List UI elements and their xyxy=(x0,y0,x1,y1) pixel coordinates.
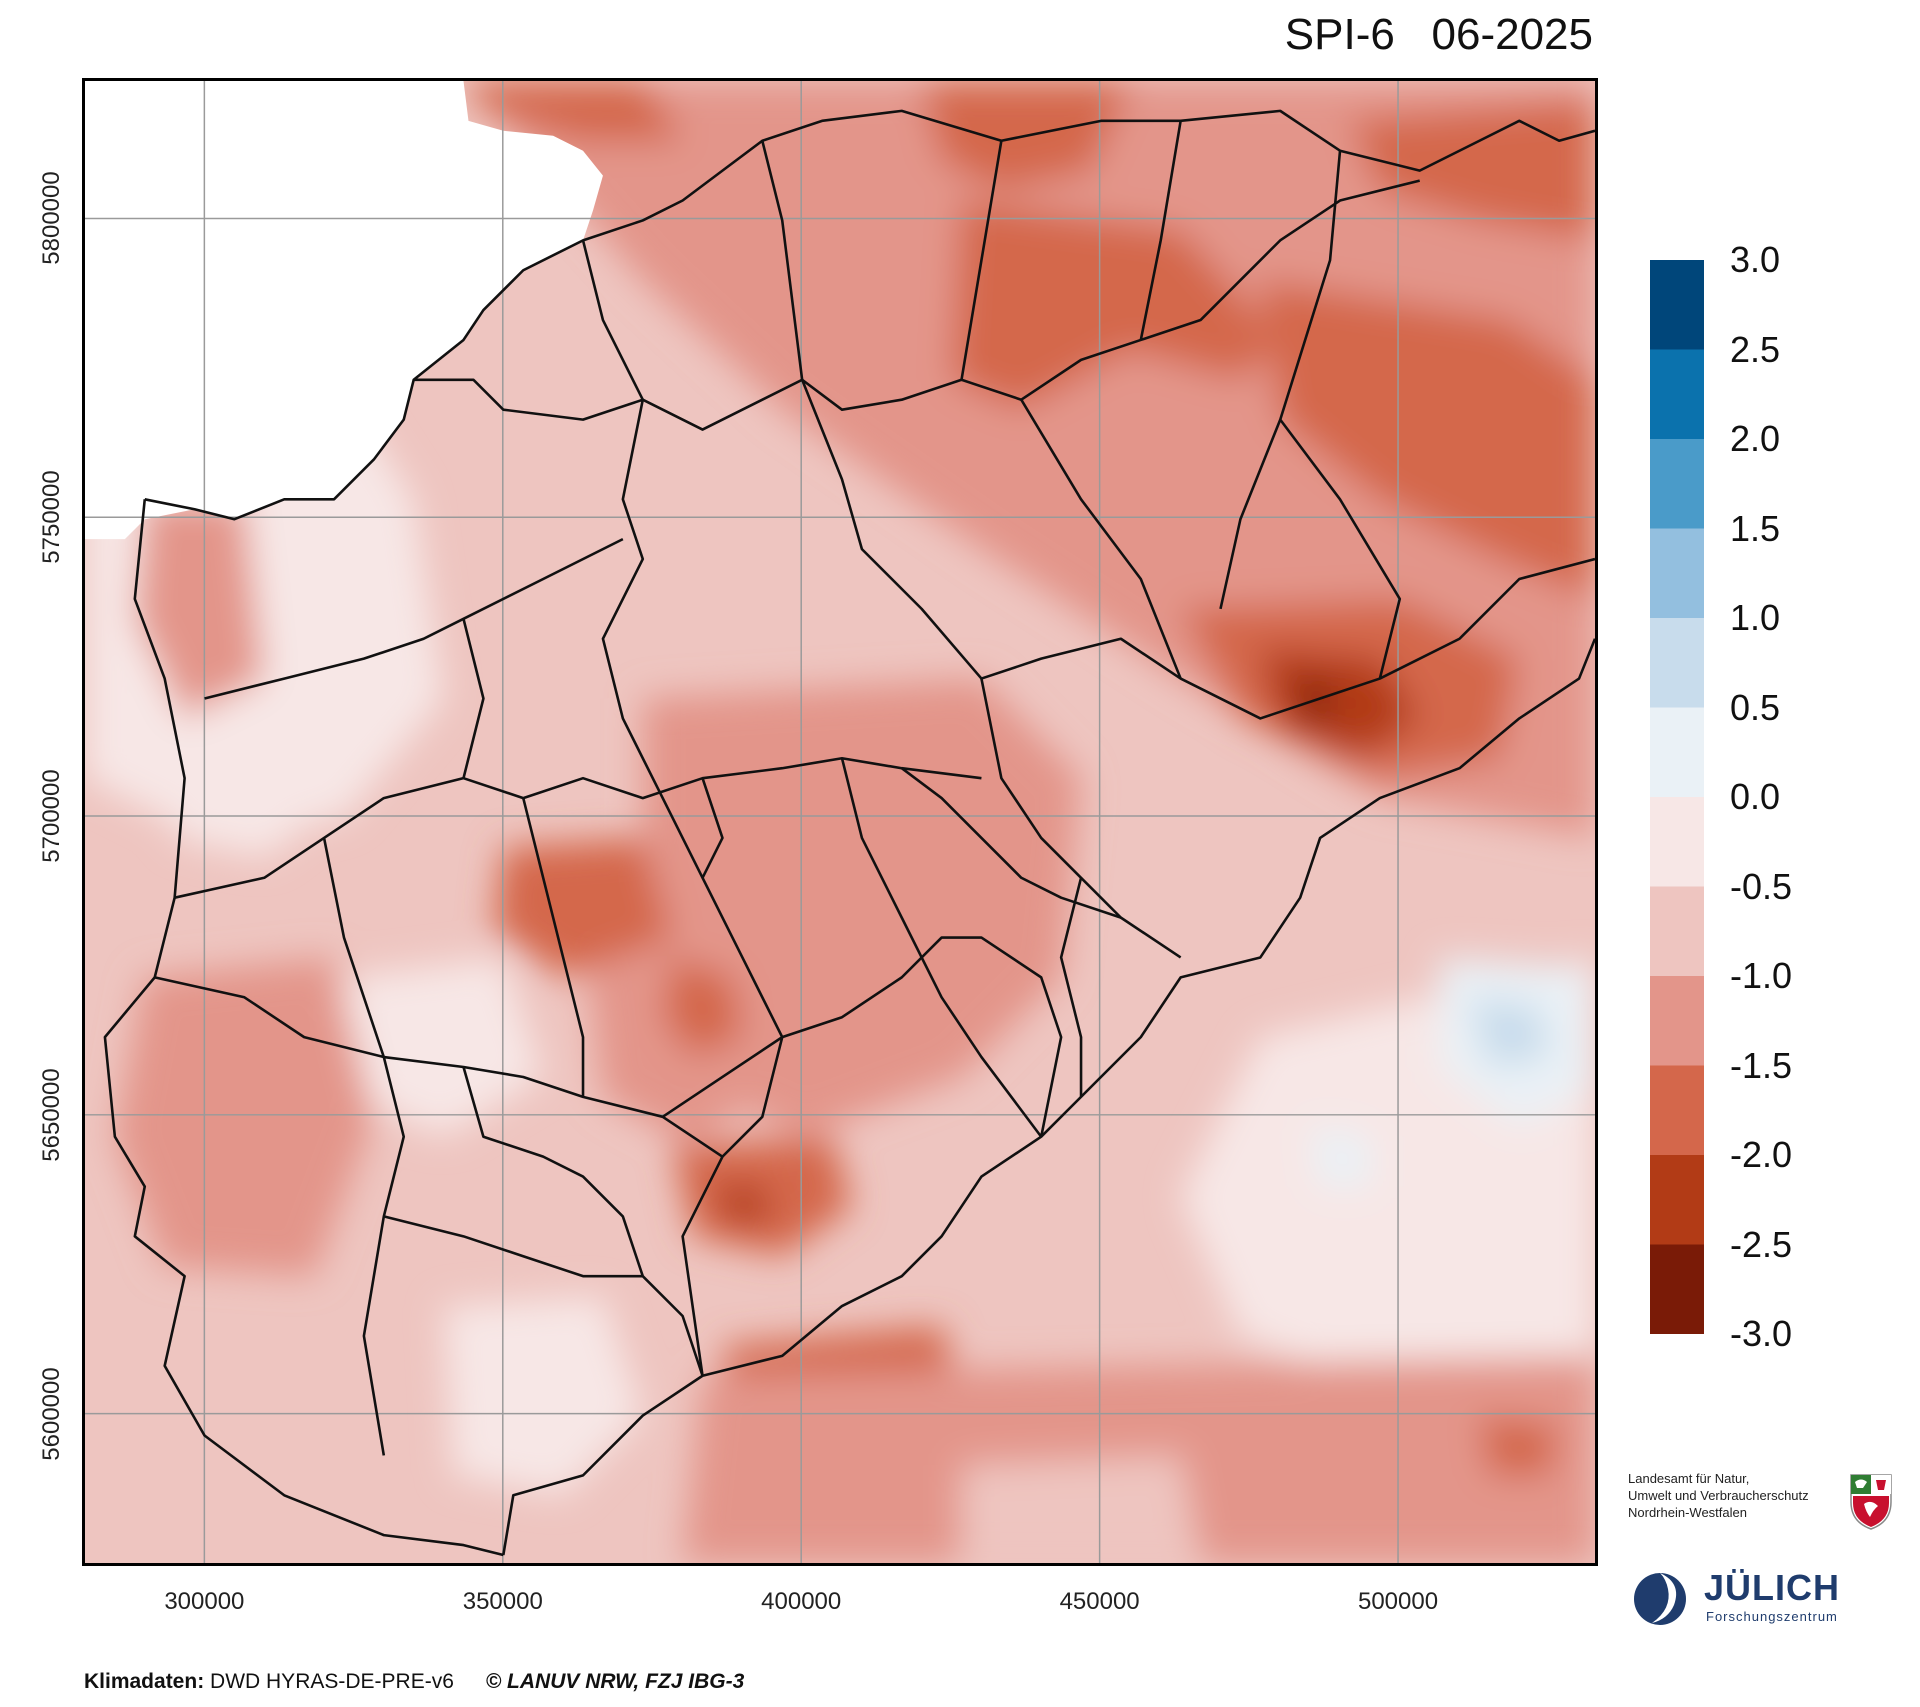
y-tick-label: 5650000 xyxy=(38,1068,65,1162)
map-frame xyxy=(82,78,1598,1566)
colorbar-tick-label: -1.5 xyxy=(1730,1044,1793,1086)
lanuv-line: Umwelt und Verbraucherschutz xyxy=(1628,1488,1809,1503)
juelich-swoosh-icon xyxy=(1634,1573,1686,1625)
nrw-coat-of-arms-icon xyxy=(1850,1474,1892,1530)
spi-field-patches xyxy=(85,81,1595,1563)
colorbar-tick-label: -2.5 xyxy=(1730,1223,1793,1265)
colorbar-swatch xyxy=(1650,439,1704,529)
juelich-subtitle: Forschungszentrum xyxy=(1706,1609,1838,1624)
map-title: SPI-6 06-2025 xyxy=(1284,10,1593,59)
y-tick-label: 5600000 xyxy=(38,1366,65,1461)
colorbar-tick-label: 0.5 xyxy=(1730,686,1781,728)
colorbar-swatches xyxy=(1650,260,1704,1334)
juelich-name: JÜLICH xyxy=(1704,1567,1841,1608)
map-grid xyxy=(85,81,1595,1563)
colorbar xyxy=(1650,260,1704,1334)
lanuv-line: Nordrhein-Westfalen xyxy=(1628,1505,1747,1520)
colorbar-swatch xyxy=(1650,797,1704,887)
colorbar-swatch xyxy=(1650,886,1704,976)
x-tick-label: 300000 xyxy=(164,1588,245,1615)
colorbar-swatch xyxy=(1650,349,1704,439)
y-tick-label: 5800000 xyxy=(38,171,65,266)
y-tick-label: 5750000 xyxy=(38,470,65,564)
colorbar-tick-label: -3.0 xyxy=(1730,1313,1793,1354)
data-source-footer: Klimadaten: DWD HYRAS-DE-PRE-v6 © LANUV … xyxy=(84,1670,744,1694)
colorbar-tick-label: 1.5 xyxy=(1730,507,1781,549)
spi-map xyxy=(85,81,1595,1563)
colorbar-tick-label: 2.5 xyxy=(1730,328,1781,370)
colorbar-swatch xyxy=(1650,1155,1704,1245)
colorbar-swatch xyxy=(1650,976,1704,1066)
district-boundaries xyxy=(103,109,1595,1557)
y-tick-label: 5700000 xyxy=(38,769,65,863)
footer-source: DWD HYRAS-DE-PRE-v6 xyxy=(210,1670,454,1693)
colorbar-tick-label: -1.0 xyxy=(1730,955,1793,996)
colorbar-tick-label: -0.5 xyxy=(1730,865,1793,907)
colorbar-swatch xyxy=(1650,1065,1704,1155)
lanuv-logo-text: Landesamt für Natur, Umwelt und Verbrauc… xyxy=(1628,1470,1809,1521)
colorbar-swatch xyxy=(1650,1244,1704,1334)
colorbar-swatch xyxy=(1650,618,1704,708)
colorbar-tick-label: 0.0 xyxy=(1730,776,1781,817)
juelich-logo: JÜLICH Forschungszentrum xyxy=(1630,1565,1839,1634)
colorbar-tick-label: 1.0 xyxy=(1730,597,1781,638)
no-data-region xyxy=(85,81,603,540)
colorbar-tick-label: -2.0 xyxy=(1730,1134,1793,1175)
lanuv-line: Landesamt für Natur, xyxy=(1628,1471,1750,1486)
footer-label: Klimadaten: xyxy=(84,1670,205,1693)
colorbar-tick-label: 2.0 xyxy=(1730,418,1781,459)
x-tick-label: 450000 xyxy=(1059,1588,1140,1615)
x-tick-label: 400000 xyxy=(761,1588,842,1615)
x-tick-label: 350000 xyxy=(462,1588,543,1615)
colorbar-swatch xyxy=(1650,707,1704,797)
footer-copyright: © LANUV NRW, FZJ IBG-3 xyxy=(485,1670,745,1693)
colorbar-tick-label: 3.0 xyxy=(1730,239,1781,280)
x-tick-label: 500000 xyxy=(1357,1588,1439,1615)
colorbar-swatch xyxy=(1650,528,1704,618)
colorbar-swatch xyxy=(1650,260,1704,350)
